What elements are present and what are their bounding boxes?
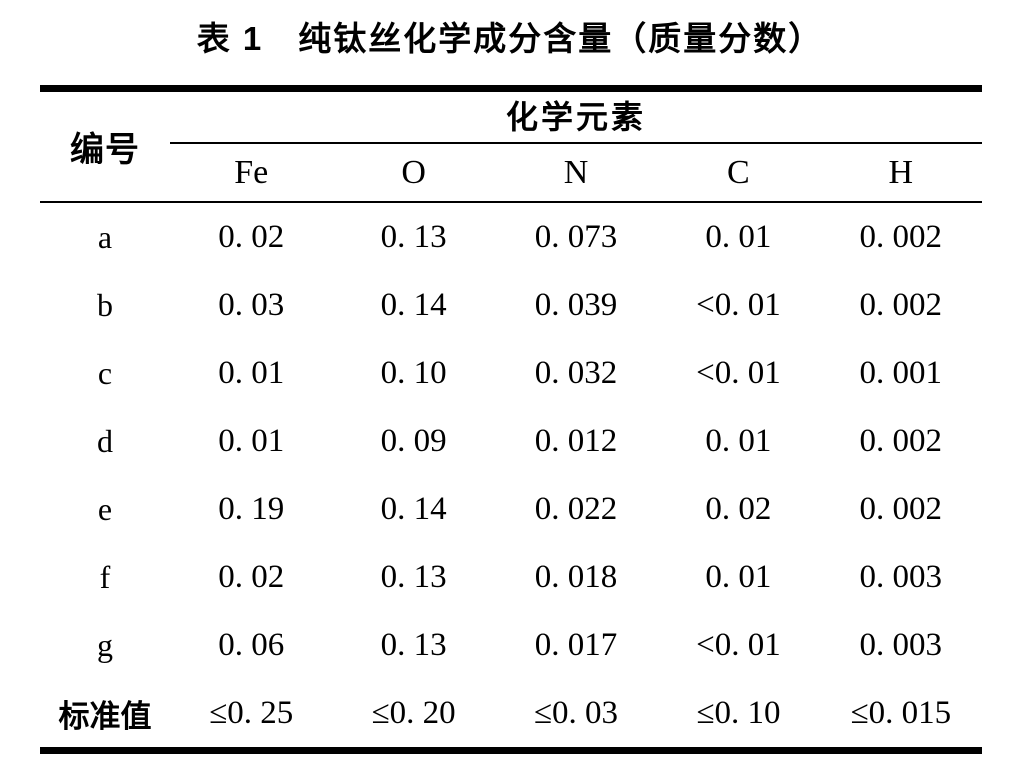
value-cell: 0. 018 [534,558,618,595]
table-header: 编号 化学元素 Fe O N C H [40,92,982,203]
value-cell: 0. 012 [534,422,618,459]
table-caption: 表 1 纯钛丝化学成分含量（质量分数） [196,20,824,57]
row-label: e [97,490,113,527]
table-row: d 0. 01 0. 09 0. 012 0. 01 0. 002 [40,407,982,475]
value-cell: 0. 13 [380,626,447,663]
table-row: 标准值 ≤0. 25 ≤0. 20 ≤0. 03 ≤0. 10 ≤0. 015 [40,679,982,747]
value-cell: 0. 002 [859,490,943,527]
value-cell: 0. 003 [859,626,943,663]
value-cell: 0. 002 [859,422,943,459]
value-cell: 0. 022 [534,490,618,527]
column-group: 化学元素 Fe O N C H [170,92,982,201]
value-cell: ≤0. 015 [850,694,952,731]
value-cell: 0. 01 [218,422,285,459]
value-cell: 0. 002 [859,218,943,255]
value-cell: 0. 039 [534,286,618,323]
value-cell: ≤0. 10 [696,694,781,731]
row-label: 标准值 [58,698,152,734]
composition-table: 编号 化学元素 Fe O N C H a 0. 02 0. 13 0. 073 0. 01 0. … [40,85,982,754]
row-label: c [97,354,113,391]
table-row: c 0. 01 0. 10 0. 032 <0. 01 0. 001 [40,339,982,407]
value-cell: 0. 01 [705,218,772,255]
value-cell: 0. 002 [859,286,943,323]
column-headers: Fe O N C H [170,144,982,201]
table-row: f 0. 02 0. 13 0. 018 0. 01 0. 003 [40,543,982,611]
value-cell: 0. 13 [380,218,447,255]
value-cell: 0. 003 [859,558,943,595]
value-cell: ≤0. 20 [371,694,456,731]
row-label: d [97,422,113,459]
value-cell: ≤0. 25 [209,694,294,731]
table-row: a 0. 02 0. 13 0. 073 0. 01 0. 002 [40,203,982,271]
value-cell: 0. 02 [218,218,285,255]
table-body: a 0. 02 0. 13 0. 073 0. 01 0. 002 b 0. 03 0. 14 0… [40,203,982,747]
column-header-fe: Fe [234,153,269,191]
value-cell: 0. 14 [380,490,447,527]
row-label: f [99,558,111,595]
value-cell: 0. 14 [380,286,447,323]
value-cell: 0. 032 [534,354,618,391]
value-cell: <0. 01 [696,354,781,391]
value-cell: 0. 01 [218,354,285,391]
table-row: e 0. 19 0. 14 0. 022 0. 02 0. 002 [40,475,982,543]
value-cell: 0. 001 [859,354,943,391]
row-header-label: 编号 [70,131,140,169]
value-cell: 0. 02 [705,490,772,527]
column-header-o: O [401,153,426,191]
value-cell: 0. 13 [380,558,447,595]
value-cell: <0. 01 [696,626,781,663]
column-header-c: C [727,153,750,191]
table-row: b 0. 03 0. 14 0. 039 <0. 01 0. 002 [40,271,982,339]
value-cell: <0. 01 [696,286,781,323]
value-cell: ≤0. 03 [533,694,619,731]
value-cell: 0. 02 [218,558,285,595]
value-cell: 0. 06 [218,626,285,663]
row-label: g [97,626,113,663]
value-cell: 0. 10 [380,354,447,391]
column-group-label: 化学元素 [170,92,982,144]
value-cell: 0. 017 [534,626,618,663]
value-cell: 0. 03 [218,286,285,323]
value-cell: 0. 19 [218,490,285,527]
value-cell: 0. 073 [534,218,618,255]
row-label: a [97,218,113,255]
value-cell: 0. 01 [705,558,772,595]
column-header-h: H [888,153,914,191]
value-cell: 0. 01 [705,422,772,459]
column-header-n: N [563,153,589,191]
value-cell: 0. 09 [380,422,447,459]
row-label: b [97,286,113,323]
table-row: g 0. 06 0. 13 0. 017 <0. 01 0. 003 [40,611,982,679]
